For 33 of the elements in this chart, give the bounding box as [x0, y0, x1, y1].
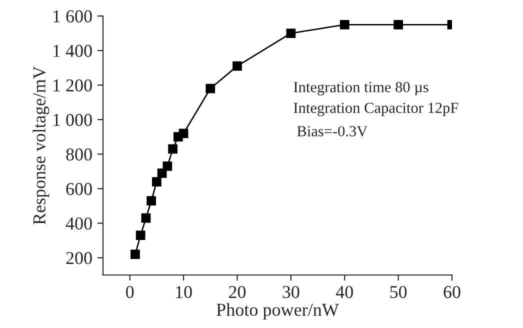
y-tick-label: 1 200 — [54, 79, 92, 92]
point — [146, 196, 156, 206]
point — [152, 177, 162, 186]
x-tick-label: 0 — [126, 286, 134, 298]
point — [162, 162, 172, 171]
point — [394, 20, 403, 30]
point — [340, 20, 350, 30]
point — [130, 250, 140, 259]
point — [168, 144, 178, 154]
y-tick-label: 800 — [66, 148, 92, 161]
y-axis-title: Response voltage/mV — [32, 66, 50, 224]
point — [206, 84, 216, 94]
x-axis-title: Photo power/nW — [216, 303, 339, 320]
y-tick-label: 600 — [66, 182, 92, 196]
y-tick-label: 1 000 — [54, 114, 92, 126]
y-tick-label: 1 400 — [54, 44, 92, 57]
point — [141, 213, 151, 223]
y-tick-label: 400 — [66, 217, 92, 230]
x-tick-label: 30 — [282, 286, 300, 298]
point — [178, 128, 188, 138]
point — [286, 28, 296, 38]
point — [136, 230, 146, 240]
x-tick-label: 20 — [228, 286, 246, 298]
annotation: Integration time 80 µs — [294, 82, 428, 96]
point — [232, 61, 242, 71]
annotation: Integration Capacitor 12pF — [294, 102, 458, 116]
annotation: Bias=-0.3V — [297, 126, 368, 136]
x-tick-label: 10 — [176, 286, 192, 298]
y-tick-label: 200 — [66, 252, 92, 264]
x-tick-label: 40 — [336, 286, 353, 298]
y-tick-label: 1 600 — [54, 10, 92, 22]
x-tick-label: 60 — [444, 286, 460, 298]
x-tick-label: 50 — [390, 286, 407, 298]
